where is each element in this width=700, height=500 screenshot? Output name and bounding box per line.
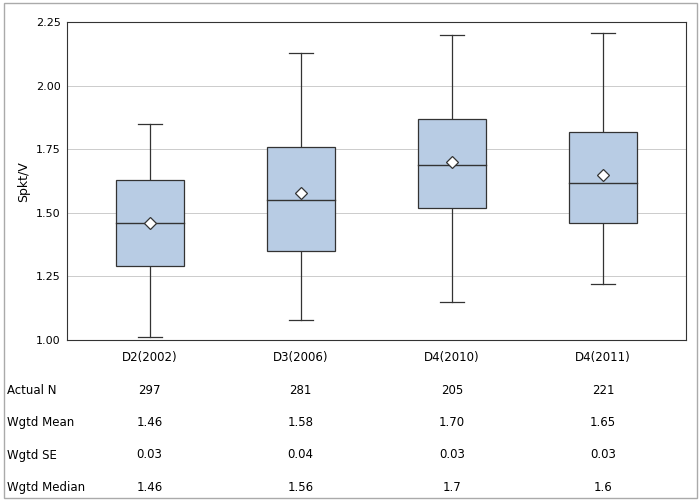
Bar (116, 180, 183, 266)
Text: 221: 221 (592, 384, 614, 396)
Text: 0.03: 0.03 (590, 448, 616, 462)
Text: 205: 205 (441, 384, 463, 396)
Text: Actual N: Actual N (7, 384, 57, 396)
Text: 1.46: 1.46 (136, 416, 162, 429)
Y-axis label: Spkt/V: Spkt/V (18, 161, 31, 202)
Text: 297: 297 (139, 384, 161, 396)
Text: D2(2002): D2(2002) (122, 351, 177, 364)
Bar (418, 119, 486, 208)
Text: 1.7: 1.7 (442, 481, 461, 494)
Text: 1.70: 1.70 (439, 416, 465, 429)
Text: D4(2010): D4(2010) (424, 351, 480, 364)
Bar (267, 147, 335, 251)
Text: Wgtd Mean: Wgtd Mean (7, 416, 74, 429)
Text: 281: 281 (290, 384, 312, 396)
Text: 1.58: 1.58 (288, 416, 314, 429)
Text: 0.04: 0.04 (288, 448, 314, 462)
Text: D3(2006): D3(2006) (273, 351, 328, 364)
Text: 1.56: 1.56 (288, 481, 314, 494)
Text: 1.6: 1.6 (594, 481, 612, 494)
Text: Wgtd SE: Wgtd SE (7, 448, 57, 462)
Text: 1.65: 1.65 (590, 416, 616, 429)
Text: D4(2011): D4(2011) (575, 351, 631, 364)
Text: 0.03: 0.03 (439, 448, 465, 462)
Text: 1.46: 1.46 (136, 481, 162, 494)
Bar (569, 132, 637, 223)
Text: 0.03: 0.03 (136, 448, 162, 462)
Text: Wgtd Median: Wgtd Median (7, 481, 85, 494)
